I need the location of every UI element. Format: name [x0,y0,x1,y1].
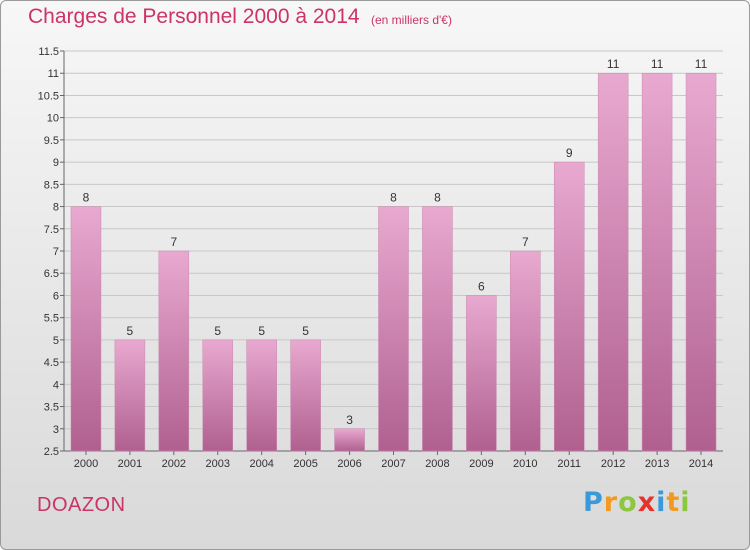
y-tick-label: 4.5 [44,357,59,369]
bar-value-label: 11 [695,57,708,71]
y-tick-label: 7 [53,246,59,258]
y-tick-label: 5 [53,335,59,347]
bar-value-label: 6 [478,279,485,293]
y-tick-label: 6 [53,290,59,302]
x-tick-label: 2006 [337,458,361,470]
bar-chart: 2.5 3 3.5 4 4.5 5 5.5 6 6.5 7 7.5 8 8.5 9 9.5 10 10.5 11 1… [1,1,750,550]
proxiti-logo: Proxiti [583,487,691,518]
y-tick-label: 8 [53,202,59,214]
y-tick-label: 11 [48,68,59,80]
x-tick-labels: 2000 2001 2002 2003 2004 2005 2006 2007 2008 2009… [74,458,714,470]
bar-2002 [159,251,189,451]
x-tick-label: 2013 [645,458,669,470]
bar-value-label: 7 [522,235,529,249]
bar-2001 [115,340,145,451]
bar-2014 [686,73,716,451]
bar-value-label: 9 [566,146,573,160]
bar-value-label: 8 [390,191,397,205]
chart-frame: Charges de Personnel 2000 à 2014 (en mil… [0,0,750,550]
bar-value-label: 5 [258,324,265,338]
bar-value-label: 11 [607,57,620,71]
y-tick-label: 8.5 [44,179,59,191]
x-tick-label: 2002 [162,458,186,470]
bar-2000 [71,207,101,451]
x-tick-label: 2010 [513,458,537,470]
bar-2012 [598,73,628,451]
logo-letter: i [680,487,690,518]
y-tick-labels: 2.5 3 3.5 4 4.5 5 5.5 6 6.5 7 7.5 8 8.5 9 9.5 10 10.5 11 1… [38,46,59,458]
x-tick-label: 2003 [206,458,230,470]
x-tick-label: 2007 [381,458,405,470]
y-tick-label: 4 [53,379,59,391]
bar-value-label: 3 [346,413,353,427]
logo-letter: t [666,487,680,518]
bar-2006 [335,429,365,451]
x-tick-label: 2008 [425,458,449,470]
y-tick-label: 3.5 [44,402,59,414]
bar-value-label: 8 [434,191,441,205]
y-tick-label: 6.5 [44,268,59,280]
x-tick-label: 2000 [74,458,98,470]
logo-letter: o [618,487,638,518]
bar-value-label: 5 [214,324,221,338]
bar-value-label: 11 [651,57,664,71]
x-tick-label: 2001 [118,458,142,470]
bar-2013 [642,73,672,451]
bar-2010 [510,251,540,451]
bar-2011 [554,162,584,451]
y-tick-label: 10.5 [38,90,59,102]
x-tick-label: 2009 [469,458,493,470]
y-tick-label: 3 [53,424,59,436]
bar-2007 [379,207,409,451]
x-tick-label: 2014 [689,458,713,470]
bar-2009 [466,295,496,451]
x-tick-label: 2011 [557,458,581,470]
bar-value-label: 5 [302,324,309,338]
y-tick-label: 9 [53,157,59,169]
logo-letter: P [583,487,604,518]
bar-2003 [203,340,233,451]
city-name: DOAZON [37,494,126,517]
y-tick-label: 9.5 [44,135,59,147]
logo-letter: r [604,487,618,518]
x-tick-label: 2004 [249,458,273,470]
bars [71,73,716,451]
bar-value-label: 7 [170,235,177,249]
y-tick-label: 2.5 [44,446,59,458]
x-tick-label: 2005 [293,458,317,470]
bar-2005 [291,340,321,451]
bar-value-label: 5 [127,324,134,338]
y-tick-label: 11.5 [38,46,59,58]
x-tick-label: 2012 [601,458,625,470]
logo-letter: x [638,487,656,518]
y-tick-label: 7.5 [44,224,59,236]
bar-value-label: 8 [83,191,90,205]
logo-letter: i [656,487,666,518]
bar-2008 [422,207,452,451]
bar-2004 [247,340,277,451]
y-tick-label: 5.5 [44,313,59,325]
y-tick-label: 10 [47,113,59,125]
